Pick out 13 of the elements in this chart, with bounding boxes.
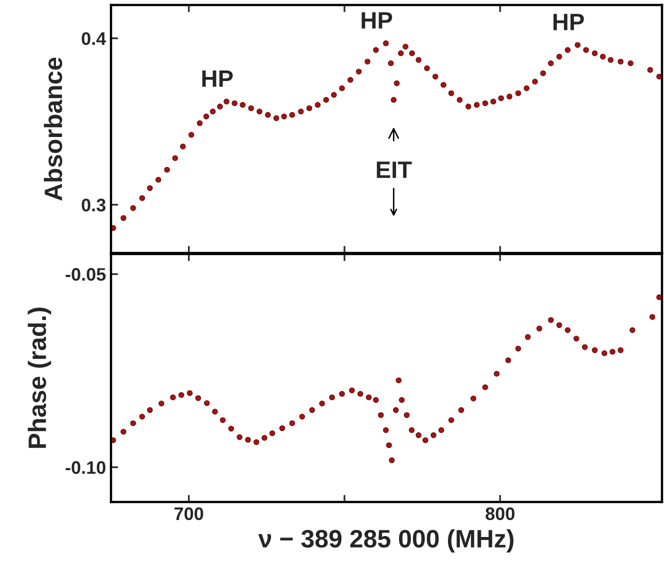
y-tick-label: -0.10 <box>66 461 106 474</box>
y-tick-label: 0.3 <box>82 198 106 212</box>
y-axis-title: Phase (rad.) <box>28 308 52 448</box>
x-axis-title: ν − 389 285 000 (MHz) <box>258 529 514 553</box>
y-axis-title: Absorbance <box>44 58 62 201</box>
annotation: EIT <box>376 162 412 178</box>
x-tick-label: 800 <box>486 507 514 520</box>
annotation: HP <box>553 14 584 30</box>
annotation: HP <box>362 12 392 28</box>
y-tick-label: 0.4 <box>82 32 106 46</box>
y-tick-label: -0.05 <box>66 268 106 281</box>
annotation: HP <box>202 70 233 87</box>
x-tick-label: 700 <box>174 507 204 520</box>
